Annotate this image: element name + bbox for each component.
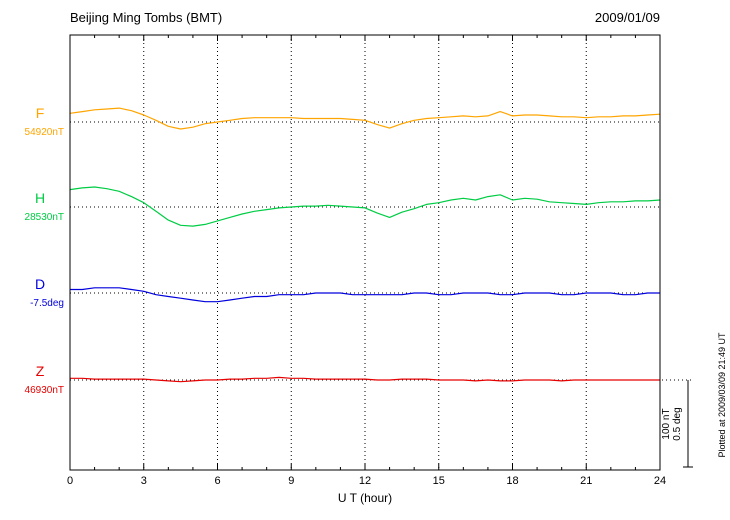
x-tick-label: 6: [214, 475, 221, 487]
scale-bar-label: 100 nT 0.5 deg: [661, 380, 683, 468]
x-tick-label: 9: [288, 475, 295, 487]
series-baseline-value-F: 54920nT: [24, 127, 64, 138]
scale-bar-deg-label: 0.5 deg: [672, 407, 683, 441]
x-tick-label: 21: [580, 475, 593, 487]
x-axis-label: U T (hour): [337, 491, 393, 505]
plotted-at-note: Plotted at 2009/03/09 21:49 UT: [717, 332, 727, 458]
series-label-H: H: [34, 190, 46, 206]
x-tick-label: 24: [653, 475, 667, 487]
series-label-Z: Z: [35, 363, 45, 379]
x-tick-label: 3: [140, 475, 147, 487]
trace-F: [69, 107, 661, 130]
series-baseline-value-D: -7.5deg: [30, 298, 64, 309]
station-title: Beijing Ming Tombs (BMT): [70, 10, 223, 25]
plot-frame: [69, 34, 661, 471]
plot-date: 2009/01/09: [594, 10, 660, 25]
x-tick-label: 15: [432, 475, 445, 487]
series-baseline-value-H: 28530nT: [24, 212, 64, 223]
x-tick-label: 18: [506, 475, 519, 487]
scale-bar-nt-label: 100 nT: [661, 408, 672, 440]
x-tick-label: 12: [358, 475, 372, 487]
trace-D: [70, 287, 660, 303]
series-label-D: D: [34, 276, 46, 292]
series-baseline-value-Z: 46930nT: [24, 385, 64, 396]
trace-H: [69, 186, 661, 227]
x-tick-label: 0: [66, 475, 74, 487]
trace-Z: [70, 376, 660, 383]
series-label-F: F: [35, 105, 45, 121]
